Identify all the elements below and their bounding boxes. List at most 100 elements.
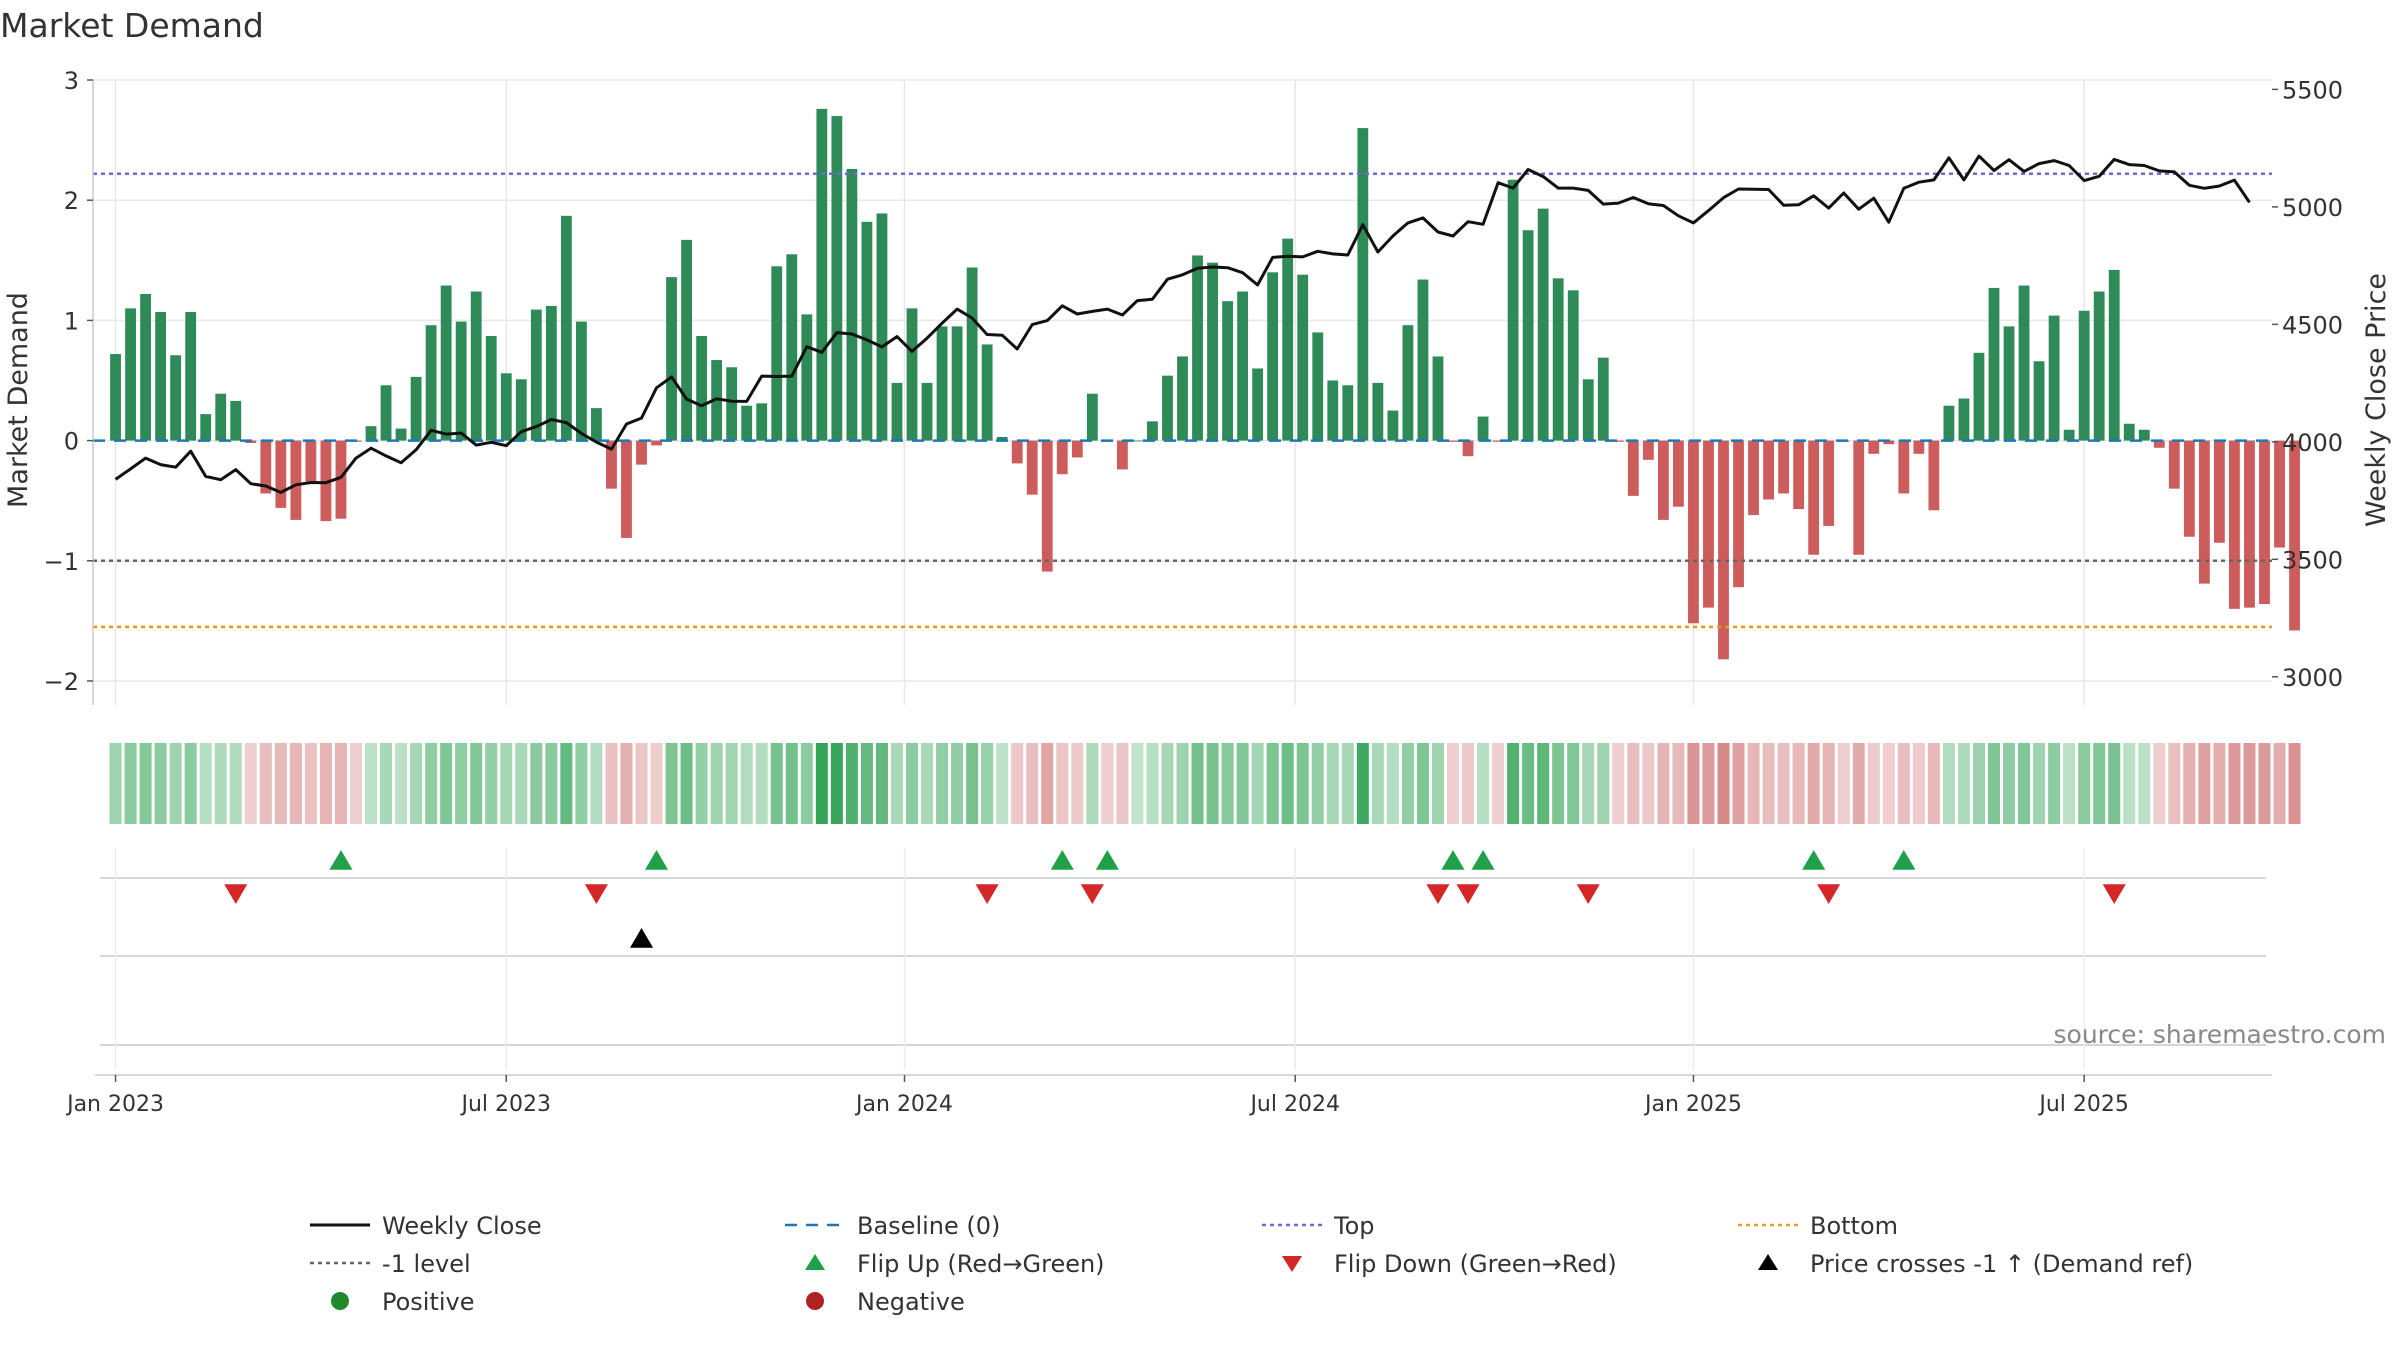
demand-bar	[1642, 440, 1654, 460]
heat-cell	[1326, 743, 1339, 824]
heat-cell	[395, 743, 408, 824]
heat-cell	[981, 743, 994, 824]
heat-cell	[169, 743, 182, 824]
heat-cell	[2258, 743, 2271, 824]
demand-bar	[1793, 440, 1805, 510]
demand-bar	[801, 314, 813, 441]
legend-swatch-flip-up	[805, 1254, 825, 1270]
heat-cell	[2288, 743, 2301, 824]
heat-cell	[1251, 743, 1264, 824]
event-markers-panel	[95, 848, 2272, 1076]
demand-heat-strip	[109, 743, 2301, 824]
demand-bar	[2289, 440, 2300, 631]
weekly-close-series	[114, 154, 2251, 494]
demand-bar	[1492, 440, 1504, 442]
heat-cell	[2093, 743, 2106, 824]
heat-cell	[1597, 743, 1610, 824]
heat-cell	[455, 743, 468, 824]
demand-bar	[906, 308, 918, 441]
heat-cell	[620, 743, 633, 824]
heat-cell	[2138, 743, 2151, 824]
demand-bar	[140, 293, 152, 441]
demand-bar	[921, 382, 933, 441]
demand-bar	[2048, 315, 2060, 441]
demand-bar	[335, 440, 347, 519]
heat-cell	[1822, 743, 1835, 824]
demand-bar	[786, 254, 798, 441]
demand-bar	[606, 440, 617, 489]
legend-label-baseline: Baseline (0)	[857, 1212, 1000, 1240]
legend-label-flip-down: Flip Down (Green→Red)	[1334, 1250, 1617, 1278]
heat-cell	[815, 743, 828, 824]
demand-bar	[1567, 290, 1579, 441]
demand-bar	[1627, 440, 1639, 496]
legend-swatch-flip-down	[1282, 1256, 1302, 1272]
legend-label-minus-one: -1 level	[382, 1250, 471, 1278]
heat-cell	[785, 743, 798, 824]
flip-up-marker	[1050, 850, 1074, 870]
demand-bar	[185, 311, 197, 441]
heat-cell	[1416, 743, 1429, 824]
demand-bar	[1808, 440, 1820, 555]
heat-cell	[1146, 743, 1159, 824]
demand-bar	[981, 344, 993, 441]
right-tick-label: 4500	[2282, 311, 2343, 339]
right-tick-label: 3500	[2282, 546, 2343, 574]
heat-cell	[875, 743, 888, 824]
heat-cell	[2078, 743, 2091, 824]
heat-cell	[2198, 743, 2211, 824]
demand-bar	[155, 311, 167, 441]
demand-bar	[1402, 325, 1414, 441]
heat-cell	[1477, 743, 1490, 824]
heat-cell	[1972, 743, 1985, 824]
heat-cell	[1101, 743, 1114, 824]
heat-cell	[334, 743, 347, 824]
demand-bar	[1958, 398, 1970, 441]
demand-bar	[861, 221, 873, 441]
heat-cell	[1957, 743, 1970, 824]
heat-cell	[259, 743, 272, 824]
heat-cell	[410, 743, 423, 824]
flip-down-marker	[1456, 884, 1480, 904]
demand-bar	[1056, 440, 1068, 475]
heat-cell	[1371, 743, 1384, 824]
heat-cell	[1311, 743, 1324, 824]
demand-bar	[260, 440, 272, 494]
demand-bar	[621, 440, 632, 538]
heat-cell	[244, 743, 257, 824]
heat-cell	[2108, 743, 2121, 824]
demand-bar	[1988, 287, 2000, 441]
heat-cell	[1086, 743, 1099, 824]
demand-bar	[726, 367, 738, 441]
left-tick-label: 0	[64, 428, 79, 456]
demand-bar	[1688, 440, 1699, 624]
demand-bar	[1222, 301, 1233, 441]
heat-cell	[1762, 743, 1775, 824]
heat-cell	[710, 743, 723, 824]
demand-bar	[2123, 423, 2135, 441]
demand-bar	[455, 321, 467, 441]
heat-cell	[2003, 743, 2016, 824]
demand-bar	[2168, 440, 2180, 489]
left-tick-label: −1	[44, 548, 79, 576]
heat-cell	[154, 743, 167, 824]
demand-bar	[996, 436, 1008, 441]
heat-cell	[349, 743, 362, 824]
demand-bar	[1177, 356, 1188, 441]
heat-cell	[500, 743, 513, 824]
x-tick-label: Jan 2023	[65, 1092, 164, 1117]
demand-bar	[1372, 382, 1384, 441]
heat-cell	[770, 743, 783, 824]
heat-cell	[1131, 743, 1144, 824]
heat-cell	[1507, 743, 1520, 824]
demand-bar	[1868, 440, 1880, 454]
heat-cell	[470, 743, 483, 824]
legend-label-weekly-close: Weekly Close	[382, 1212, 542, 1240]
heat-cell	[485, 743, 498, 824]
demand-bar	[1477, 416, 1489, 441]
demand-bar	[636, 440, 647, 465]
heat-cell	[289, 743, 302, 824]
heat-cell	[1281, 743, 1294, 824]
heat-cell	[2213, 743, 2226, 824]
heat-cell	[2228, 743, 2241, 824]
